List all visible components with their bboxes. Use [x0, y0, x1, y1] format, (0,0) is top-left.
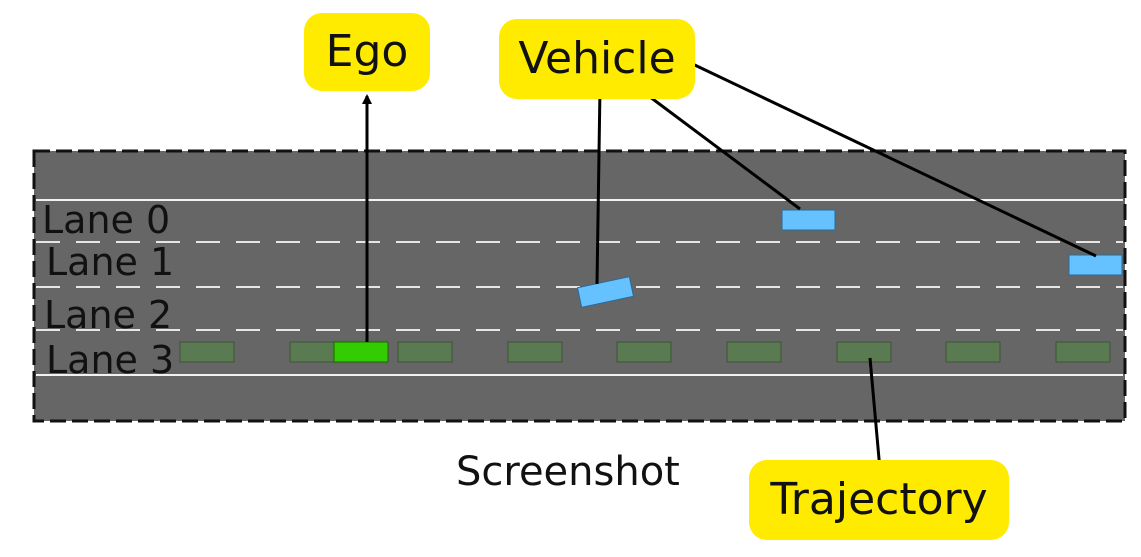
trajectory-waypoint-icon	[179, 341, 235, 363]
lane-label-0: Lane 0	[42, 198, 171, 242]
lane-label-1: Lane 1	[46, 240, 175, 284]
vehicle-arrow	[678, 56, 1097, 258]
vehicle-callout: Vehicle	[499, 19, 695, 99]
ego-callout: Ego	[304, 13, 430, 91]
vehicle-rectangle-icon	[781, 209, 836, 231]
trajectory-waypoint-icon	[397, 341, 453, 363]
trajectory-arrow	[868, 357, 885, 472]
trajectory-waypoint-icon	[616, 341, 672, 363]
vehicle-arrow	[594, 86, 605, 285]
trajectory	[179, 341, 1111, 363]
trajectory-waypoint-icon	[507, 341, 563, 363]
trajectory-waypoint-icon	[1055, 341, 1111, 363]
screenshot-caption: Screenshot	[456, 449, 680, 495]
trajectory-waypoint-icon	[836, 341, 892, 363]
trajectory-waypoint-icon	[945, 341, 1001, 363]
annotation-arrows	[362, 56, 1097, 472]
ego-rectangle-icon	[333, 341, 389, 363]
trajectory-waypoint-icon	[726, 341, 782, 363]
vehicle-rectangle-icon	[576, 276, 635, 308]
vehicle-rectangle-icon	[1068, 254, 1123, 276]
lane-label-2: Lane 2	[44, 293, 173, 337]
lane-label-3: Lane 3	[46, 338, 175, 382]
vehicle-arrow	[636, 86, 801, 211]
trajectory-callout: Trajectory	[749, 460, 1009, 540]
